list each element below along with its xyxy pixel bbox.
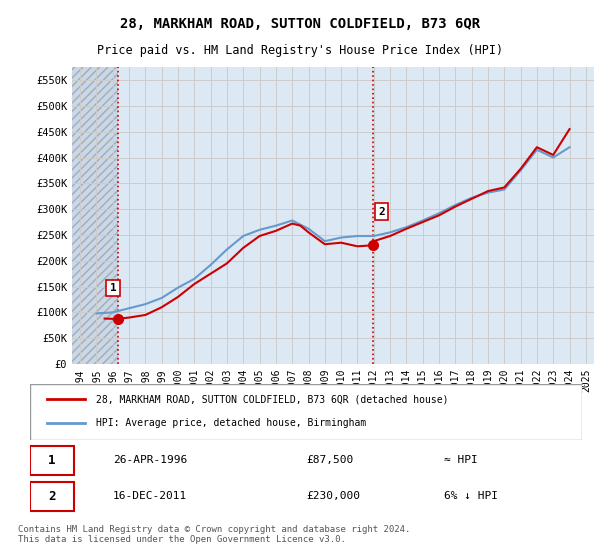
Text: 28, MARKHAM ROAD, SUTTON COLDFIELD, B73 6QR (detached house): 28, MARKHAM ROAD, SUTTON COLDFIELD, B73 …: [96, 394, 449, 404]
Text: 2: 2: [378, 207, 385, 217]
Text: 26-APR-1996: 26-APR-1996: [113, 455, 187, 465]
Text: 6% ↓ HPI: 6% ↓ HPI: [444, 492, 498, 502]
Text: ≈ HPI: ≈ HPI: [444, 455, 478, 465]
Text: Price paid vs. HM Land Registry's House Price Index (HPI): Price paid vs. HM Land Registry's House …: [97, 44, 503, 57]
Text: 2: 2: [49, 490, 56, 503]
Text: 28, MARKHAM ROAD, SUTTON COLDFIELD, B73 6QR: 28, MARKHAM ROAD, SUTTON COLDFIELD, B73 …: [120, 17, 480, 31]
Text: Contains HM Land Registry data © Crown copyright and database right 2024.
This d: Contains HM Land Registry data © Crown c…: [18, 525, 410, 544]
Text: 1: 1: [110, 283, 116, 293]
Bar: [72, 67, 118, 364]
Text: £87,500: £87,500: [306, 455, 353, 465]
Text: 16-DEC-2011: 16-DEC-2011: [113, 492, 187, 502]
Text: 1: 1: [49, 454, 56, 467]
Bar: [30, 446, 74, 475]
Bar: [30, 482, 74, 511]
Text: HPI: Average price, detached house, Birmingham: HPI: Average price, detached house, Birm…: [96, 418, 367, 428]
Text: £230,000: £230,000: [306, 492, 360, 502]
